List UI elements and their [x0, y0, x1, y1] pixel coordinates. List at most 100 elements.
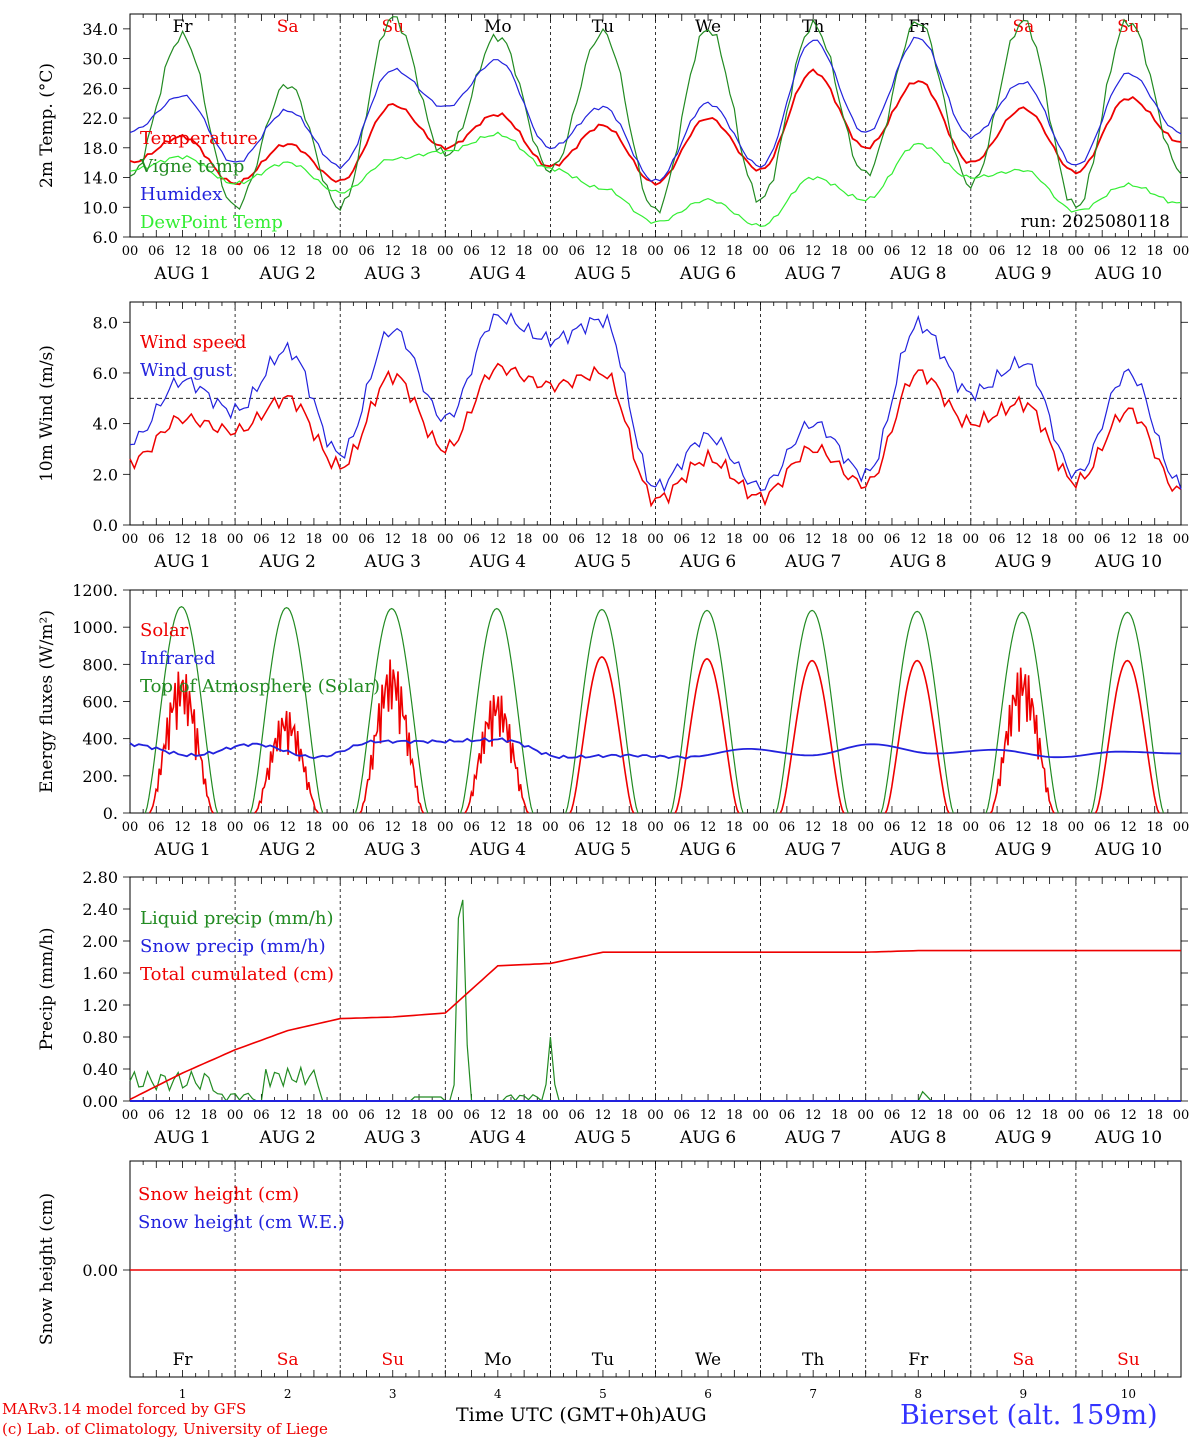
- hour-tick-label: 18: [516, 532, 533, 547]
- hour-tick-label: 12: [279, 820, 296, 835]
- panel-3: Energy fluxes (W/m²) 1200. 1000. 800. 600. 40…: [37, 581, 1189, 860]
- hour-tick-label: 00: [752, 1108, 769, 1123]
- hour-tick-label: 06: [1094, 820, 1111, 835]
- date-label: AUG 10: [1094, 840, 1162, 860]
- solar-curve: [569, 656, 635, 814]
- y-tick-label: 0.80: [82, 1028, 118, 1047]
- hour-tick-label: 12: [595, 244, 612, 259]
- hour-tick-label: 18: [1041, 244, 1058, 259]
- hour-tick-label: 06: [1094, 532, 1111, 547]
- hour-tick-label: 06: [253, 244, 270, 259]
- hour-tick-label: 06: [358, 1108, 375, 1123]
- series-line-wind-gust: [129, 311, 1182, 493]
- day-abbr-bottom: Fr: [173, 1350, 194, 1370]
- toa-solar-curve: [249, 607, 324, 814]
- y-tick-label: 1200.: [72, 581, 118, 600]
- y-tick-label: 10.0: [82, 198, 118, 217]
- y-tick-label: 1000.: [72, 618, 118, 637]
- hour-tick-label: 18: [726, 1108, 743, 1123]
- panel-4: Precip (mm/h) 2.80 2.40 2.00 1.60 1.20 0.80 0.4…: [37, 868, 1189, 1148]
- hour-tick-label: 18: [201, 820, 218, 835]
- date-label: AUG 2: [258, 1128, 315, 1148]
- day-abbr-bottom: Su: [381, 1350, 404, 1370]
- hour-tick-label: 00: [647, 820, 664, 835]
- date-label: AUG 4: [469, 264, 526, 284]
- date-number: 8: [914, 1387, 922, 1401]
- hour-tick-label: 18: [621, 1108, 638, 1123]
- toa-solar-curve: [1090, 611, 1165, 814]
- date-label: AUG 10: [1094, 264, 1162, 284]
- hour-tick-label: 00: [542, 1108, 559, 1123]
- day-abbr: Sa: [277, 17, 299, 37]
- hour-tick-label: 06: [253, 532, 270, 547]
- date-number: 9: [1020, 1387, 1028, 1401]
- y-tick-label: 0.40: [82, 1060, 118, 1079]
- hour-tick-label: 00: [122, 532, 139, 547]
- toa-solar-curve: [670, 609, 744, 814]
- hour-tick-label: 12: [174, 532, 191, 547]
- y-tick-label: 8.0: [93, 313, 118, 332]
- legend-entry: Liquid precip (mm/h): [140, 908, 334, 929]
- y-tick-label: 0.: [103, 804, 118, 823]
- day-abbr: Tu: [592, 17, 614, 37]
- y-tick-label: 30.0: [82, 50, 118, 69]
- hour-tick-label: 00: [857, 1108, 874, 1123]
- time-axis-label: Time UTC (GMT+0h)AUG: [456, 1404, 707, 1426]
- hour-tick-label: 00: [437, 244, 454, 259]
- hour-tick-label: 12: [384, 532, 401, 547]
- date-label: AUG 9: [994, 264, 1051, 284]
- hour-tick-label: 18: [306, 1108, 323, 1123]
- y-tick-label: 6.0: [93, 364, 118, 383]
- hour-tick-label: 12: [700, 532, 717, 547]
- hour-tick-label: 18: [1041, 532, 1058, 547]
- y-tick-label: 600.: [82, 693, 118, 712]
- date-label: AUG 7: [784, 264, 841, 284]
- hour-tick-label: 12: [279, 1108, 296, 1123]
- hour-tick-label: 18: [936, 1108, 953, 1123]
- hour-tick-label: 00: [1173, 532, 1190, 547]
- date-label: AUG 9: [994, 840, 1051, 860]
- date-label: AUG 6: [679, 1128, 736, 1148]
- hour-tick-label: 06: [884, 1108, 901, 1123]
- y-tick-label: 2.00: [82, 932, 118, 951]
- solar-curve: [674, 657, 740, 814]
- hour-tick-label: 00: [857, 532, 874, 547]
- hour-tick-label: 12: [384, 1108, 401, 1123]
- date-label: AUG 5: [574, 552, 631, 572]
- date-label: AUG 6: [679, 840, 736, 860]
- hour-tick-label: 00: [542, 820, 559, 835]
- hour-tick-label: 12: [910, 1108, 927, 1123]
- panel-2: 10m Wind (m/s) 8.0 6.0 4.0 2.0 0.0 00 06 12 18 AUG…: [37, 301, 1190, 572]
- hour-tick-label: 18: [411, 820, 428, 835]
- legend-entry: Wind gust: [140, 360, 233, 381]
- hour-tick-label: 06: [779, 244, 796, 259]
- hour-tick-label: 18: [936, 244, 953, 259]
- hour-tick-label: 12: [595, 1108, 612, 1123]
- y-tick-label: 0.00: [82, 1092, 118, 1111]
- hour-tick-label: 06: [148, 532, 165, 547]
- toa-solar-curve: [775, 609, 849, 814]
- panel-frame: [129, 301, 1182, 526]
- hour-tick-label: 18: [306, 820, 323, 835]
- hour-tick-label: 12: [595, 820, 612, 835]
- hour-tick-label: 18: [411, 532, 428, 547]
- hour-tick-label: 06: [989, 1108, 1006, 1123]
- hour-tick-label: 12: [490, 820, 507, 835]
- day-abbr-bottom: Mo: [484, 1350, 512, 1370]
- day-abbr-bottom: Fr: [908, 1350, 929, 1370]
- date-label: AUG 5: [574, 840, 631, 860]
- hour-tick-label: 00: [963, 244, 980, 259]
- y-tick-label: 2.0: [93, 465, 118, 484]
- hour-tick-label: 18: [411, 1108, 428, 1123]
- hour-tick-label: 06: [253, 1108, 270, 1123]
- hour-tick-label: 12: [1120, 820, 1137, 835]
- hour-tick-label: 12: [490, 532, 507, 547]
- time-axis-xlabel: Time UTC (GMT+0h): [456, 1404, 662, 1426]
- legend-entry: Wind speed: [140, 332, 246, 353]
- solar-curve: [989, 667, 1055, 814]
- hour-tick-label: 12: [700, 820, 717, 835]
- hour-tick-label: 00: [122, 1108, 139, 1123]
- hour-tick-label: 18: [621, 532, 638, 547]
- day-abbr-bottom: Sa: [277, 1350, 299, 1370]
